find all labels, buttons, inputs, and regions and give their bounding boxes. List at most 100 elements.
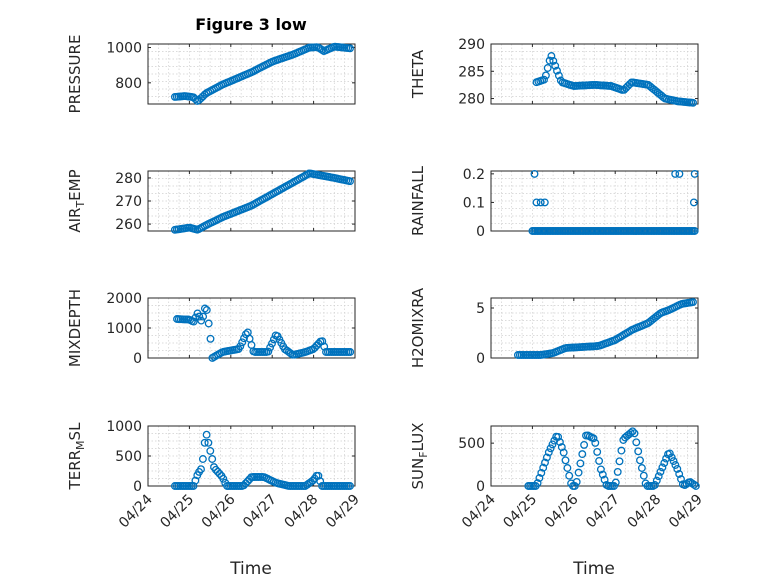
data-point xyxy=(667,453,676,462)
data-point xyxy=(535,474,544,482)
y-axis-label-post: LUX xyxy=(409,423,427,452)
data-point xyxy=(197,316,206,325)
data-point xyxy=(565,471,574,480)
axes-frame xyxy=(490,170,699,232)
y-tick-label: 0 xyxy=(133,351,142,367)
data-series xyxy=(170,169,354,234)
data-point xyxy=(544,448,553,457)
data-series xyxy=(528,169,699,235)
x-tick-label: 04/24 xyxy=(116,491,156,531)
y-tick-label: 0 xyxy=(476,351,485,367)
data-point xyxy=(542,453,551,462)
data-point xyxy=(530,169,539,178)
y-tick-label: 280 xyxy=(115,171,142,187)
x-tick-label: 04/27 xyxy=(583,492,623,532)
data-point xyxy=(191,95,200,104)
data-point xyxy=(215,469,224,478)
y-tick-label: 270 xyxy=(115,194,142,210)
y-tick-label: 0 xyxy=(476,479,485,495)
data-point xyxy=(204,319,213,328)
data-point xyxy=(613,467,622,476)
subplot-sun: 04/24 04/25 04/26 04/27 04/28 04/29 0 500 SUNFLU… xyxy=(409,423,706,532)
data-point xyxy=(554,71,563,80)
data-point xyxy=(658,463,667,472)
data-point xyxy=(199,312,208,321)
data-point xyxy=(559,448,568,457)
y-axis-label-main: THETA xyxy=(409,49,427,99)
data-point xyxy=(206,446,215,455)
y-tick-label: 285 xyxy=(458,64,485,80)
subplot-h2omixra: 0 5 H2OMIXRA xyxy=(409,287,699,368)
data-point xyxy=(691,482,700,490)
data-series xyxy=(513,298,697,359)
axes-frame xyxy=(490,297,699,359)
y-axis-label: PRESSURE xyxy=(66,35,84,114)
data-point xyxy=(682,479,691,488)
data-point xyxy=(308,476,317,485)
y-tick-label: 1000 xyxy=(106,41,142,57)
y-tick-label: 1000 xyxy=(106,321,142,337)
y-tick-label: 800 xyxy=(115,76,142,92)
data-point xyxy=(555,438,564,446)
data-series xyxy=(173,304,355,362)
data-point xyxy=(636,456,644,465)
y-tick-label: 2000 xyxy=(106,291,142,307)
x-tick-label: 04/25 xyxy=(157,492,197,532)
y-axis-label-post: EMP xyxy=(66,169,84,200)
data-point xyxy=(532,198,541,207)
data-point xyxy=(576,459,585,468)
data-series xyxy=(532,52,697,107)
grid xyxy=(147,170,356,232)
data-point xyxy=(241,330,250,339)
y-axis-label-main: MIXDEPTH xyxy=(66,289,84,367)
data-point xyxy=(611,478,620,487)
data-point xyxy=(541,458,549,467)
y-tick-label: 500 xyxy=(458,436,485,452)
x-tick-label: 04/24 xyxy=(459,491,499,531)
y-axis-label-sub: F xyxy=(417,451,430,457)
data-point xyxy=(243,328,252,337)
y-axis-label-main: TERR xyxy=(66,450,84,491)
data-point xyxy=(320,342,329,351)
data-point xyxy=(637,464,646,472)
data-point xyxy=(208,455,217,463)
data-point xyxy=(595,456,604,465)
grid xyxy=(490,43,699,105)
data-series xyxy=(170,430,354,490)
data-point xyxy=(675,169,684,178)
data-point xyxy=(665,449,674,458)
data-point xyxy=(543,64,552,72)
data-point xyxy=(240,334,248,343)
data-point xyxy=(264,347,273,356)
data-point xyxy=(596,465,605,474)
data-point xyxy=(286,349,295,358)
subplot-terr: 04/24 04/25 04/26 04/27 04/28 04/29 0 500 1000 TE… xyxy=(66,419,363,531)
data-point xyxy=(671,461,680,469)
grid xyxy=(490,170,699,232)
x-tick-label: 04/28 xyxy=(282,492,322,532)
data-point xyxy=(189,317,198,326)
data-point xyxy=(200,438,209,447)
data-point xyxy=(689,298,697,307)
data-point xyxy=(266,343,275,352)
x-tick-label: 04/27 xyxy=(240,492,280,532)
y-tick-label: 0 xyxy=(476,224,485,240)
data-point xyxy=(580,440,589,449)
data-point xyxy=(690,227,699,235)
subplot-theta: 280 285 290 THETA xyxy=(409,37,699,108)
data-point xyxy=(268,339,276,348)
data-series xyxy=(170,42,354,105)
y-axis-label: H2OMIXRA xyxy=(409,287,427,368)
data-point xyxy=(625,80,634,89)
y-axis-label: THETA xyxy=(409,49,427,99)
data-point xyxy=(536,198,545,207)
data-point xyxy=(650,481,659,489)
data-point xyxy=(546,444,555,453)
x-tick-label: 04/26 xyxy=(199,491,239,531)
data-point xyxy=(591,438,600,447)
y-axis-label-sub: M xyxy=(74,440,87,450)
data-point xyxy=(554,432,563,441)
data-point xyxy=(628,427,637,436)
data-point xyxy=(197,465,205,474)
data-point xyxy=(318,45,327,54)
